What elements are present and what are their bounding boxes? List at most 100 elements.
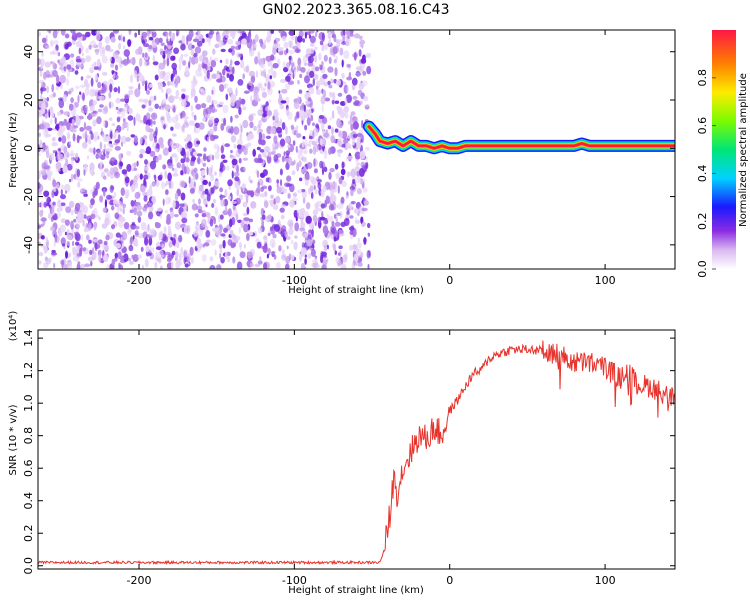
noise-speckle <box>82 132 88 139</box>
noise-speckle <box>222 159 228 163</box>
noise-speckle <box>40 64 44 70</box>
noise-speckle <box>163 124 166 130</box>
noise-speckle <box>265 76 270 84</box>
noise-speckle <box>50 110 55 119</box>
noise-speckle <box>83 193 88 197</box>
noise-speckle <box>166 31 169 40</box>
noise-speckle <box>330 194 334 204</box>
noise-speckle <box>297 96 300 104</box>
noise-speckle <box>233 143 237 149</box>
noise-speckle <box>243 217 250 222</box>
noise-speckle <box>180 170 184 176</box>
noise-speckle <box>104 36 110 44</box>
noise-speckle <box>220 256 225 264</box>
noise-speckle <box>160 265 163 269</box>
noise-speckle <box>240 125 243 134</box>
noise-speckle <box>230 125 234 135</box>
noise-speckle <box>65 77 70 86</box>
noise-speckle <box>292 45 298 50</box>
noise-speckle <box>149 132 154 142</box>
noise-speckle <box>350 189 354 197</box>
x-tick-label: 0 <box>446 274 453 287</box>
noise-speckle <box>181 88 187 92</box>
noise-speckle <box>278 245 282 252</box>
noise-speckle <box>307 55 314 64</box>
noise-speckle <box>297 152 304 160</box>
noise-speckle <box>210 173 215 182</box>
noise-speckle <box>222 68 226 76</box>
noise-speckle <box>337 185 340 194</box>
noise-speckle <box>155 251 158 261</box>
noise-speckle <box>260 71 266 77</box>
noise-speckle <box>332 189 337 193</box>
noise-speckle <box>328 38 332 45</box>
noise-speckle <box>338 130 342 137</box>
noise-speckle <box>354 99 360 106</box>
noise-speckle <box>189 246 194 256</box>
noise-speckle <box>211 73 218 79</box>
noise-speckle <box>351 84 356 91</box>
noise-speckle <box>247 142 252 147</box>
noise-speckle <box>70 150 74 159</box>
noise-speckle <box>145 245 150 253</box>
y-tick-label: -40 <box>22 236 35 254</box>
noise-speckle <box>108 101 112 109</box>
noise-speckle <box>246 190 253 196</box>
noise-speckle <box>283 49 288 56</box>
noise-speckle <box>74 70 79 75</box>
noise-speckle <box>134 32 138 38</box>
noise-speckle <box>270 199 274 207</box>
noise-speckle <box>287 144 291 149</box>
noise-speckle <box>70 158 74 166</box>
noise-speckle <box>168 95 175 104</box>
noise-speckle <box>296 133 302 138</box>
noise-speckle <box>96 149 102 159</box>
noise-speckle <box>95 30 101 35</box>
snr-frame <box>37 329 676 570</box>
noise-speckle <box>208 181 211 187</box>
noise-speckle <box>219 248 223 254</box>
noise-speckle <box>94 73 98 81</box>
noise-speckle <box>99 141 103 150</box>
noise-speckle <box>64 219 70 226</box>
noise-speckle <box>51 249 56 254</box>
noise-speckle <box>136 160 139 167</box>
noise-speckle <box>186 37 189 46</box>
noise-speckle <box>122 45 126 50</box>
noise-speckle <box>269 75 273 80</box>
noise-speckle <box>190 104 194 112</box>
noise-speckle <box>106 194 112 200</box>
noise-speckle <box>216 264 222 269</box>
noise-speckle <box>86 155 90 160</box>
noise-speckle <box>343 50 350 60</box>
noise-speckle <box>210 59 217 68</box>
noise-speckle <box>200 89 207 96</box>
figure-title: GN02.2023.365.08.16.C43 <box>263 2 450 18</box>
noise-speckle <box>75 40 82 48</box>
x-tick-label: -100 <box>282 574 307 587</box>
noise-speckle <box>328 84 333 89</box>
noise-speckle <box>298 109 305 119</box>
noise-speckle <box>242 201 248 208</box>
noise-speckle <box>321 32 325 42</box>
noise-speckle <box>273 154 279 162</box>
noise-speckle <box>235 41 241 46</box>
noise-speckle <box>97 249 102 257</box>
noise-speckle <box>230 59 233 66</box>
noise-speckle <box>50 118 53 125</box>
noise-speckle <box>38 260 42 265</box>
noise-speckle <box>233 172 240 177</box>
noise-speckle <box>272 115 275 121</box>
noise-speckle <box>214 227 221 235</box>
noise-speckle <box>123 222 130 230</box>
noise-speckle <box>284 182 291 188</box>
noise-speckle <box>93 61 97 67</box>
x-tick-label: -200 <box>127 574 152 587</box>
noise-speckle <box>287 40 294 48</box>
noise-speckle <box>361 41 364 49</box>
y-tick-label: 40 <box>22 45 35 59</box>
noise-speckle <box>190 256 194 264</box>
noise-speckle <box>304 257 307 265</box>
noise-speckle <box>241 38 247 45</box>
noise-speckle <box>238 157 242 164</box>
